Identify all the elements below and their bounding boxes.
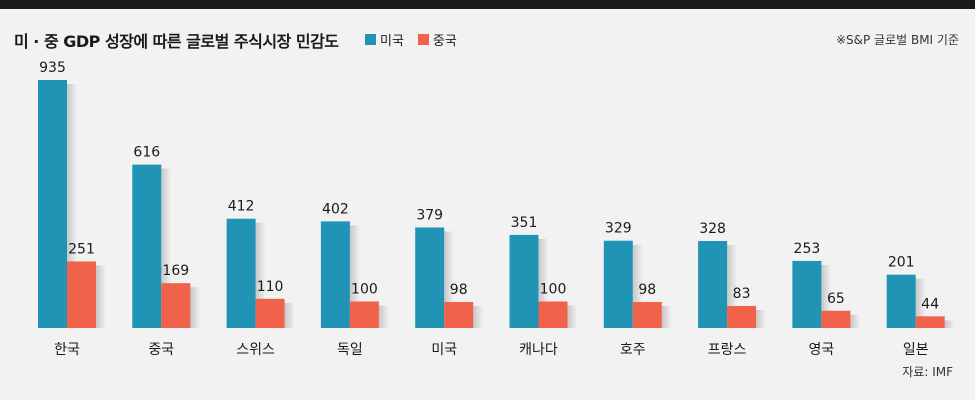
value-label-china-2: 110 xyxy=(257,279,284,295)
value-label-us-1: 616 xyxy=(133,145,160,161)
value-label-us-9: 201 xyxy=(888,255,915,271)
bar-china-9 xyxy=(915,316,945,328)
bar-shadow-us-9 xyxy=(915,278,926,328)
bar-shadow-china-4 xyxy=(473,306,484,328)
bar-shadow-china-5 xyxy=(567,305,578,328)
value-label-china-3: 100 xyxy=(351,281,378,297)
legend: 미국 중국 xyxy=(365,30,457,49)
legend-item-us: 미국 xyxy=(365,30,404,49)
category-label-3: 독일 xyxy=(337,342,363,358)
bar-china-5 xyxy=(538,301,568,328)
legend-label-china: 중국 xyxy=(432,34,457,49)
source-note: 자료: IMF xyxy=(902,365,953,379)
category-label-4: 미국 xyxy=(431,342,457,358)
legend-swatch-china xyxy=(417,34,429,45)
value-label-us-3: 402 xyxy=(322,201,349,217)
value-label-china-6: 98 xyxy=(638,282,656,298)
value-label-china-9: 44 xyxy=(921,296,939,312)
value-label-us-0: 935 xyxy=(39,60,66,76)
bar-china-2 xyxy=(255,298,285,328)
bar-shadow-china-3 xyxy=(378,305,389,328)
category-label-9: 일본 xyxy=(903,342,929,358)
bar-china-1 xyxy=(161,283,191,328)
bar-us-2 xyxy=(226,218,256,328)
bar-shadow-us-7 xyxy=(727,245,738,328)
category-label-6: 호주 xyxy=(620,342,646,358)
value-label-us-2: 412 xyxy=(228,199,255,215)
bar-us-8 xyxy=(792,260,822,328)
value-label-china-4: 98 xyxy=(450,282,468,298)
chart-title: 미 · 중 GDP 성장에 따른 글로벌 주식시장 민감도 xyxy=(14,32,339,51)
basis-note: ※S&P 글로벌 BMI 기준 xyxy=(835,33,959,47)
bar-shadow-us-4 xyxy=(444,231,455,328)
value-label-china-0: 251 xyxy=(68,241,95,257)
bar-china-8 xyxy=(821,310,851,328)
category-label-5: 캐나다 xyxy=(519,342,558,358)
value-label-us-8: 253 xyxy=(794,241,821,257)
bar-us-0 xyxy=(38,80,67,328)
bar-shadow-us-2 xyxy=(255,222,266,328)
bar-shadow-china-7 xyxy=(756,309,767,328)
bar-china-3 xyxy=(349,301,379,328)
bar-us-7 xyxy=(698,241,728,328)
bar-shadow-china-0 xyxy=(96,265,106,328)
bar-shadow-us-0 xyxy=(67,84,77,328)
category-label-7: 프랑스 xyxy=(708,342,747,358)
value-label-us-6: 329 xyxy=(605,221,632,237)
value-label-china-5: 100 xyxy=(540,281,567,297)
category-label-8: 영국 xyxy=(809,342,835,358)
bar-shadow-us-3 xyxy=(349,225,360,328)
bar-shadow-china-6 xyxy=(661,306,672,328)
bar-shadow-china-9 xyxy=(944,320,955,328)
bar-us-6 xyxy=(603,240,633,328)
bar-shadow-us-5 xyxy=(538,238,549,328)
bar-us-3 xyxy=(320,221,350,328)
value-label-china-1: 169 xyxy=(162,263,189,279)
category-label-1: 중국 xyxy=(148,342,174,358)
legend-item-china: 중국 xyxy=(417,30,457,49)
bar-us-5 xyxy=(509,234,539,328)
bar-us-9 xyxy=(886,274,916,328)
category-label-2: 스위스 xyxy=(236,342,275,358)
value-label-us-7: 328 xyxy=(699,221,726,237)
bar-china-4 xyxy=(444,302,474,328)
bar-shadow-us-6 xyxy=(632,244,643,328)
legend-label-us: 미국 xyxy=(380,34,404,49)
top-bar xyxy=(0,0,975,9)
value-label-us-5: 351 xyxy=(511,215,538,231)
value-label-us-4: 379 xyxy=(416,207,443,223)
bar-shadow-china-1 xyxy=(190,287,201,328)
bar-us-1 xyxy=(132,164,162,328)
bar-shadow-us-8 xyxy=(821,264,832,328)
value-label-china-8: 65 xyxy=(827,291,845,307)
bar-china-0 xyxy=(67,261,96,328)
bar-us-4 xyxy=(415,227,445,328)
bar-shadow-us-1 xyxy=(161,168,172,328)
bar-china-7 xyxy=(727,305,757,328)
legend-swatch-us xyxy=(365,34,376,45)
bar-china-6 xyxy=(632,302,662,328)
category-label-0: 한국 xyxy=(54,342,80,358)
value-label-china-7: 83 xyxy=(733,286,751,302)
bar-shadow-china-8 xyxy=(850,314,861,328)
bar-shadow-china-2 xyxy=(284,302,295,328)
